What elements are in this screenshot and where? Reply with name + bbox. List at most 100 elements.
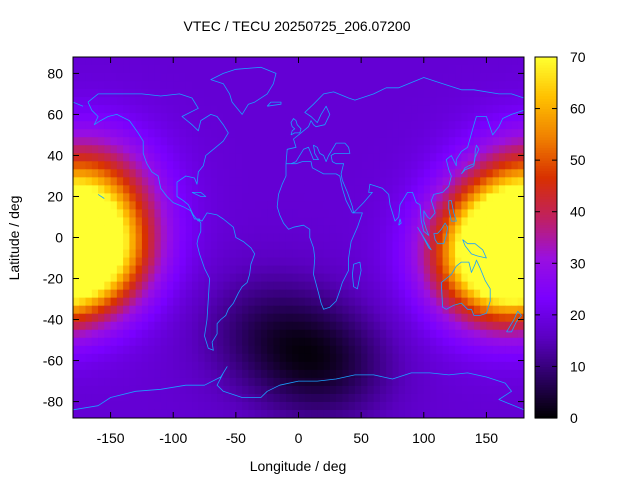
y-tick-label: -60 [43,353,63,369]
heat-cell [492,169,500,178]
heat-cell [192,345,199,355]
heat-cell [323,297,331,307]
heat-cell [217,281,224,291]
heat-cell [517,193,524,202]
heat-cell [486,73,494,82]
heat-cell [292,105,300,114]
heat-cell [254,121,262,130]
heat-cell [423,385,431,395]
colorbar-step [535,191,557,195]
heat-cell [141,345,149,355]
heat-cell [430,105,437,114]
heat-cell [160,81,168,90]
heat-cell [279,121,287,130]
heat-cell [185,305,193,315]
heat-cell [217,401,224,411]
heat-cell [210,361,218,371]
heat-cell [210,217,218,227]
heat-cell [448,273,456,283]
colorbar-step [535,307,557,311]
heat-cell [98,329,105,339]
heat-cell [198,297,206,307]
heat-cell [79,217,87,227]
heat-cell [273,81,281,90]
heat-cell [329,409,337,418]
heat-cell [141,145,149,154]
colorbar-step [535,116,557,120]
heat-cell [267,257,275,267]
heat-cell [373,113,381,122]
heat-cell [361,161,369,170]
heat-cell [116,345,124,355]
heat-cell [242,337,249,347]
heat-cell [486,241,494,251]
heat-cell [386,105,394,114]
heat-cell [166,289,174,299]
heat-cell [423,185,431,194]
heat-cell [154,65,162,74]
heat-cell [373,137,381,146]
heat-cell [505,209,513,219]
colorbar-step [535,173,557,177]
heat-cell [173,257,181,267]
heat-cell [116,225,124,235]
heat-cell [423,273,431,283]
heat-cell [223,177,231,186]
heat-cell [85,289,93,299]
heat-cell [417,273,425,283]
heat-cell [461,233,469,243]
colorbar-step [535,222,557,226]
heat-cell [304,281,312,291]
heat-cell [336,329,343,339]
heat-cell [430,209,437,219]
heat-cell [430,393,437,403]
coastline [290,109,524,236]
heat-cell [517,81,524,90]
heat-cell [116,297,124,307]
heat-cell [179,153,187,162]
heat-cell [179,345,187,355]
heat-cell [517,377,524,387]
heat-cell [104,265,112,275]
heat-cell [329,305,337,315]
heat-cell [455,305,462,315]
heat-cell [467,201,475,211]
heat-cell [254,353,262,363]
heat-cell [135,313,143,323]
heat-cell [354,137,362,146]
heat-cell [210,65,218,74]
heat-cell [436,321,444,331]
heat-cell [480,361,488,371]
heat-cell [317,393,325,403]
heat-cell [248,185,256,194]
heat-cell [342,241,350,251]
heat-cell [254,289,262,299]
heat-cell [110,129,118,138]
heat-cell [411,297,419,307]
heat-cell [417,137,425,146]
heat-cell [229,297,237,307]
heat-cell [448,137,456,146]
heat-cell [217,121,224,130]
heat-cell [404,321,412,331]
heat-cell [411,225,419,235]
heat-cell [116,289,124,299]
heat-cell [91,185,99,194]
heat-cell [486,201,494,211]
heat-cell [336,297,343,307]
heat-cell [486,361,494,371]
heat-cell [279,233,287,243]
heat-cell [279,281,287,291]
heat-cell [411,169,419,178]
heat-cell [98,377,105,387]
colorbar-step [535,129,557,133]
heat-cell [229,265,237,275]
heat-cell [129,185,137,194]
heat-cell [517,241,524,251]
heat-cell [285,257,293,267]
heat-cell [166,225,174,235]
heat-cell [160,305,168,315]
heat-cell [336,233,343,243]
heat-cell [210,137,218,146]
heat-cell [379,113,387,122]
